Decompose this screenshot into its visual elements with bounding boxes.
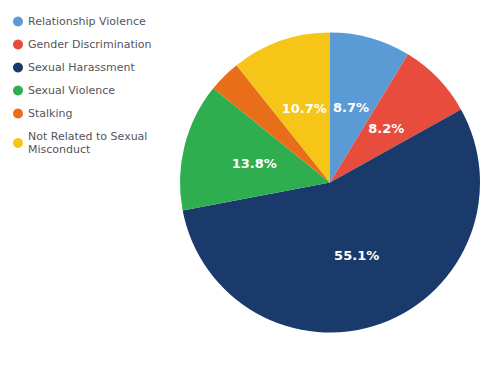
svg-text:55.1%: 55.1% bbox=[334, 248, 379, 263]
svg-text:Misconduct: Misconduct bbox=[28, 143, 91, 156]
svg-text:Not Related to Sexual: Not Related to Sexual bbox=[28, 130, 147, 143]
svg-text:Sexual Violence: Sexual Violence bbox=[28, 84, 115, 97]
svg-text:10.7%: 10.7% bbox=[282, 101, 327, 116]
svg-text:8.7%: 8.7% bbox=[333, 100, 369, 115]
svg-text:Relationship Violence: Relationship Violence bbox=[28, 15, 146, 28]
svg-text:8.2%: 8.2% bbox=[368, 121, 404, 136]
svg-text:Gender Discrimination: Gender Discrimination bbox=[28, 38, 151, 51]
svg-text:Stalking: Stalking bbox=[28, 107, 72, 120]
svg-text:Sexual Harassment: Sexual Harassment bbox=[28, 61, 136, 74]
svg-text:13.8%: 13.8% bbox=[232, 156, 277, 171]
